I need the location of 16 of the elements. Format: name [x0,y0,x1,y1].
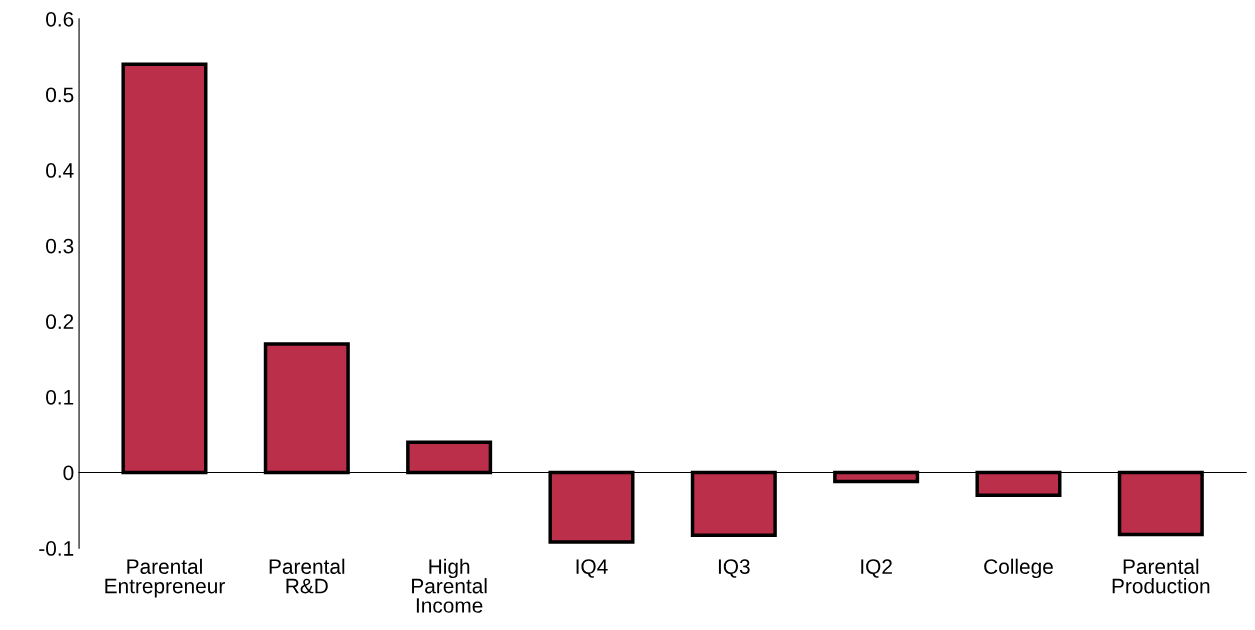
y-tick-label: 0 [63,465,74,481]
y-tick-label: 0.2 [46,314,74,330]
y-tick-label: 0.1 [46,389,74,405]
y-tick-label: 0.5 [46,87,74,103]
y-tick-label: 0.6 [46,11,74,27]
y-tick-label: 0.3 [46,238,74,254]
x-tick-label: IQ4 [576,559,608,578]
x-tick-label: Parental Entrepreneur [105,558,225,598]
x-tick-label: Parental R&D [269,558,345,594]
x-tick-label: High Parental Income [412,558,487,613]
x-tick-label: IQ2 [861,559,892,578]
x-tick-label: Parental Production [1112,558,1210,594]
x-tick-label: IQ3 [718,559,750,578]
y-tick-label: -0.1 [39,541,74,556]
x-tick-label: College [984,558,1053,579]
y-tick-label: 0.4 [46,163,74,178]
